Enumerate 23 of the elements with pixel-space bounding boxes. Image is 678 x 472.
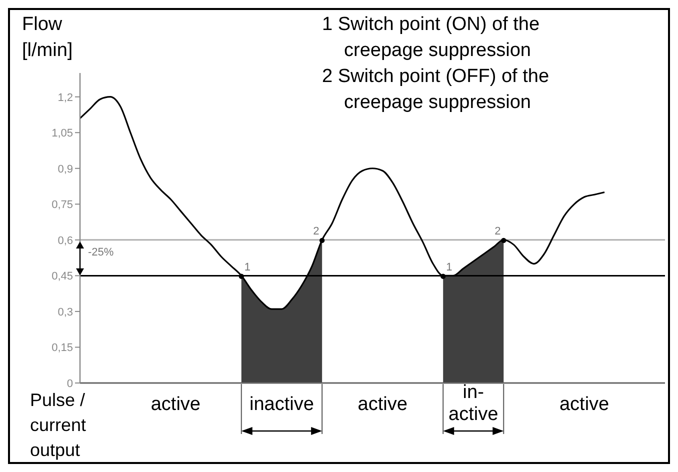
text: active	[356, 393, 408, 417]
y-tick-label: 0	[66, 378, 73, 390]
annotation: 2	[313, 225, 320, 238]
text: active	[150, 393, 202, 417]
y-tick-label: 0,75	[52, 199, 73, 212]
annotation: 2	[494, 225, 501, 238]
text: active	[558, 393, 610, 417]
y-tick-label: 0,6	[58, 234, 73, 247]
y-axis-title: Flow [l/min]	[22, 13, 74, 63]
y-tick-label: 1,2	[58, 92, 73, 104]
annotation: 1	[244, 261, 251, 274]
y-tick-label: 1,05	[52, 128, 73, 140]
y-tick-label: 0,9	[58, 163, 73, 176]
text: 1 Switch point (ON) of the creepage suppression	[322, 13, 541, 63]
y-tick-label: 0,3	[58, 306, 73, 318]
text: Pulse / current output	[30, 389, 88, 462]
y-tick-label: 0,15	[52, 342, 73, 354]
annotation: 1	[446, 261, 452, 274]
annotation: 2 Switch point (OFF) of the creepage suppression	[322, 65, 550, 115]
annotation: -25%	[88, 246, 114, 258]
text: inactive	[248, 393, 315, 417]
annotation: in-active	[448, 382, 500, 426]
y-tick-label: 0,45	[52, 270, 73, 283]
